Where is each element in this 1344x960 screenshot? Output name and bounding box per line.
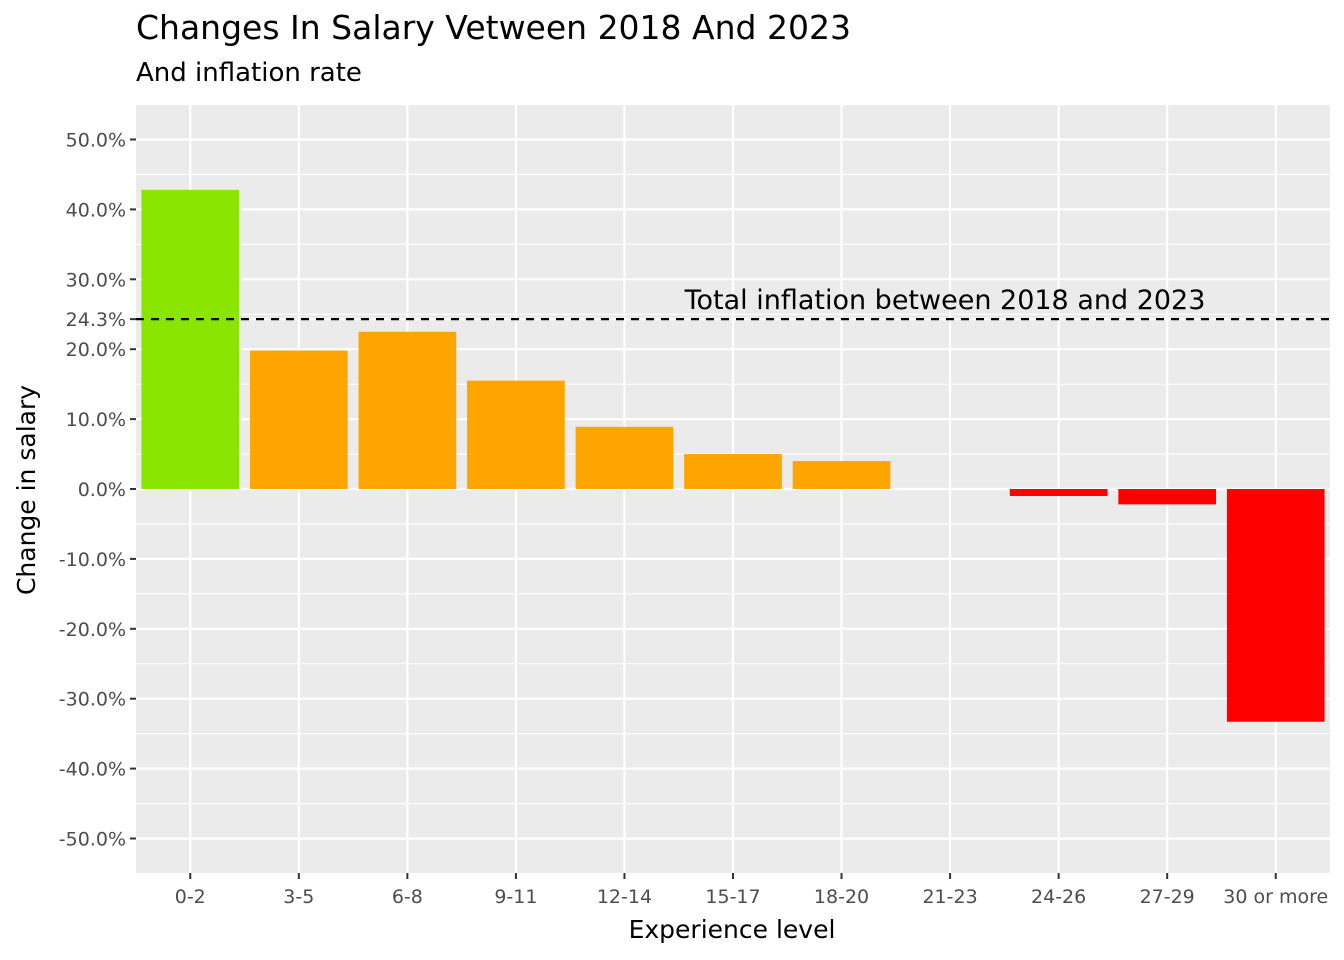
x-axis-title: Experience level bbox=[629, 915, 836, 944]
y-tick-label: -30.0% bbox=[59, 689, 126, 711]
bar-12-14 bbox=[575, 426, 674, 489]
x-tick-label: 24-26 bbox=[1031, 886, 1086, 908]
y-tick-label: -10.0% bbox=[59, 549, 126, 571]
bar-3-5 bbox=[249, 350, 348, 489]
y-tick-label: 40.0% bbox=[66, 199, 126, 221]
y-tick-label: 50.0% bbox=[66, 130, 126, 152]
bar-27-29 bbox=[1118, 489, 1217, 505]
bar-15-17 bbox=[684, 454, 782, 489]
bar-30-or-more bbox=[1226, 489, 1325, 722]
y-tick-label: -50.0% bbox=[59, 829, 126, 851]
x-tick-label: 27-29 bbox=[1140, 886, 1195, 908]
chart-title: Changes In Salary Vetween 2018 And 2023 bbox=[136, 8, 851, 47]
x-tick-label: 18-20 bbox=[814, 886, 869, 908]
y-tick-label: 0.0% bbox=[78, 479, 126, 501]
bar-9-11 bbox=[467, 380, 565, 489]
chart-subtitle: And inflation rate bbox=[136, 58, 362, 88]
y-tick-label: 30.0% bbox=[66, 269, 126, 291]
x-tick-label: 21-23 bbox=[922, 886, 977, 908]
y-tick-label: -40.0% bbox=[59, 759, 126, 781]
inflation-annotation: Total inflation between 2018 and 2023 bbox=[684, 285, 1206, 316]
y-tick-label: 20.0% bbox=[66, 339, 126, 361]
y-axis-title: Change in salary bbox=[12, 385, 41, 595]
x-tick-label: 6-8 bbox=[392, 886, 423, 908]
x-tick-label: 0-2 bbox=[175, 886, 206, 908]
x-tick-label: 9-11 bbox=[494, 886, 537, 908]
x-tick-label: 30 or more bbox=[1223, 886, 1328, 908]
bar-24-26 bbox=[1009, 489, 1108, 496]
x-tick-label: 3-5 bbox=[283, 886, 314, 908]
bar-0-2 bbox=[141, 189, 240, 489]
y-tick-label: 24.3% bbox=[66, 309, 126, 331]
x-tick-label: 12-14 bbox=[597, 886, 652, 908]
bar-6-8 bbox=[358, 331, 457, 489]
x-tick-label: 15-17 bbox=[705, 886, 760, 908]
y-tick-label: -20.0% bbox=[59, 619, 126, 641]
bar-18-20 bbox=[792, 461, 891, 489]
y-tick-label: 10.0% bbox=[66, 409, 126, 431]
